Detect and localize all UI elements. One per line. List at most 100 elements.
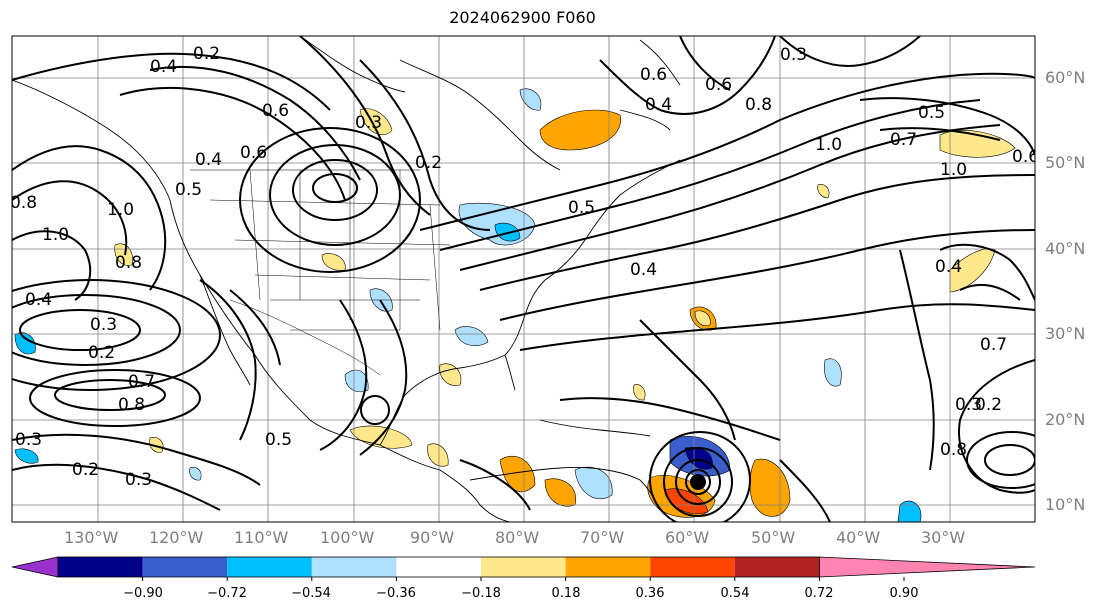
longitude-label: 100°W	[320, 528, 375, 547]
shaded-area	[344, 369, 369, 393]
shaded-area	[454, 326, 489, 346]
shaded-area	[633, 384, 646, 401]
colorbar-segment	[311, 557, 397, 577]
shaded-area	[14, 332, 36, 355]
contour-label: 0.6	[705, 75, 732, 95]
colorbar-segment	[734, 557, 820, 577]
longitude-label: 120°W	[149, 528, 204, 547]
map-frame	[11, 35, 1036, 523]
contour-label: 0.3	[15, 430, 42, 450]
contour-label: 1.0	[107, 200, 134, 220]
colorbar	[11, 556, 1036, 581]
latitude-label: 30°N	[1045, 324, 1086, 343]
colorbar-extend-high	[819, 556, 1036, 578]
coastlines	[12, 36, 713, 522]
shaded-area	[519, 88, 542, 111]
shaded-area	[427, 443, 449, 467]
longitude-label: 90°W	[410, 528, 455, 547]
chart-title: 2024062900 F060	[449, 8, 596, 27]
contour-label: 0.7	[890, 130, 917, 150]
contour-label: 0.6	[262, 101, 289, 121]
contour-label: 0.8	[118, 395, 145, 415]
contour-label: 0.2	[193, 44, 220, 64]
contour-label: 0.2	[975, 395, 1002, 415]
shaded-area	[321, 253, 346, 271]
cyclone-center-marker	[690, 474, 706, 490]
shaded-area	[14, 448, 39, 464]
contour-label: 1.0	[940, 160, 967, 180]
contour-label: 0.5	[568, 198, 595, 218]
contour-label: 0.8	[745, 95, 772, 115]
contour-label: 0.4	[935, 257, 962, 277]
colorbar-segment	[142, 557, 228, 577]
contour-label: 0.2	[415, 153, 442, 173]
latitude-label: 20°N	[1045, 410, 1086, 429]
contour-label: 0.3	[780, 45, 807, 65]
shaded-area	[749, 458, 791, 517]
shaded-areas	[14, 88, 1016, 522]
contour-label: 0.4	[630, 260, 657, 280]
colorbar-tick-label: 0.72	[804, 586, 834, 601]
contour-label: 1.0	[815, 135, 842, 155]
contour-label: 0.5	[265, 430, 292, 450]
longitude-label: 110°W	[234, 528, 289, 547]
latitude-label: 60°N	[1045, 68, 1086, 87]
colorbar-tick-label: −0.90	[123, 586, 163, 601]
longitude-label: 40°W	[836, 528, 881, 547]
colorbar-tick-label: 0.18	[551, 586, 581, 601]
contour-label: 0.6	[1012, 147, 1039, 167]
contour-label: 0.7	[128, 372, 155, 392]
shaded-area	[574, 466, 613, 500]
contour-lines	[12, 36, 1035, 522]
contour-label: 0.4	[150, 57, 177, 77]
shaded-area	[499, 455, 536, 493]
contour-label: 0.8	[115, 253, 142, 273]
shaded-area	[544, 478, 577, 507]
contour-label: 0.5	[175, 180, 202, 200]
colorbar-outline	[57, 556, 820, 578]
contour-label: 0.4	[25, 290, 52, 310]
shaded-area	[897, 500, 922, 522]
contour-label: 0.6	[240, 143, 267, 163]
colorbar-tick-label: 0.90	[889, 586, 919, 601]
shaded-area	[824, 358, 842, 387]
colorbar-segment	[481, 557, 566, 577]
longitude-label: 70°W	[580, 528, 625, 547]
contour-label: 0.3	[125, 470, 152, 490]
contour-label: 0.4	[645, 95, 672, 115]
colorbar-tick-label: 0.54	[720, 586, 750, 601]
colorbar-tick-label: 0.36	[635, 586, 665, 601]
shaded-area	[817, 184, 830, 199]
contour-label: 0.6	[640, 65, 667, 85]
colorbar-tick-label: −0.72	[207, 586, 247, 601]
colorbar-segment	[565, 557, 651, 577]
longitude-label: 130°W	[64, 528, 119, 547]
contour-label: 0.7	[980, 335, 1007, 355]
contour-label: 0.4	[195, 150, 222, 170]
latitude-label: 50°N	[1045, 153, 1086, 172]
colorbar-tick-label: −0.36	[376, 586, 416, 601]
colorbar-tick-label: −0.18	[461, 586, 501, 601]
contour-label: 0.2	[72, 460, 99, 480]
colorbar-segment	[227, 557, 312, 577]
shaded-area	[939, 130, 1016, 158]
contour-label: 0.5	[918, 103, 945, 123]
contour-label: 0.3	[955, 395, 982, 415]
contour-label: 0.2	[88, 343, 115, 363]
shaded-area	[694, 310, 711, 327]
contour-label: 0.8	[940, 440, 967, 460]
colorbar-segment	[650, 557, 735, 577]
contour-label: 0.3	[355, 113, 382, 133]
shaded-area	[189, 467, 202, 481]
colorbar-tick-label: −0.54	[291, 586, 331, 601]
contour-label: 0.3	[90, 315, 117, 335]
longitude-label: 50°W	[751, 528, 796, 547]
contour-label: 1.0	[42, 225, 69, 245]
longitude-label: 80°W	[495, 528, 540, 547]
latitude-label: 40°N	[1045, 239, 1086, 258]
latitude-label: 10°N	[1045, 495, 1086, 514]
longitude-label: 30°W	[921, 528, 966, 547]
colorbar-segment	[396, 557, 481, 577]
longitude-label: 60°W	[665, 528, 710, 547]
